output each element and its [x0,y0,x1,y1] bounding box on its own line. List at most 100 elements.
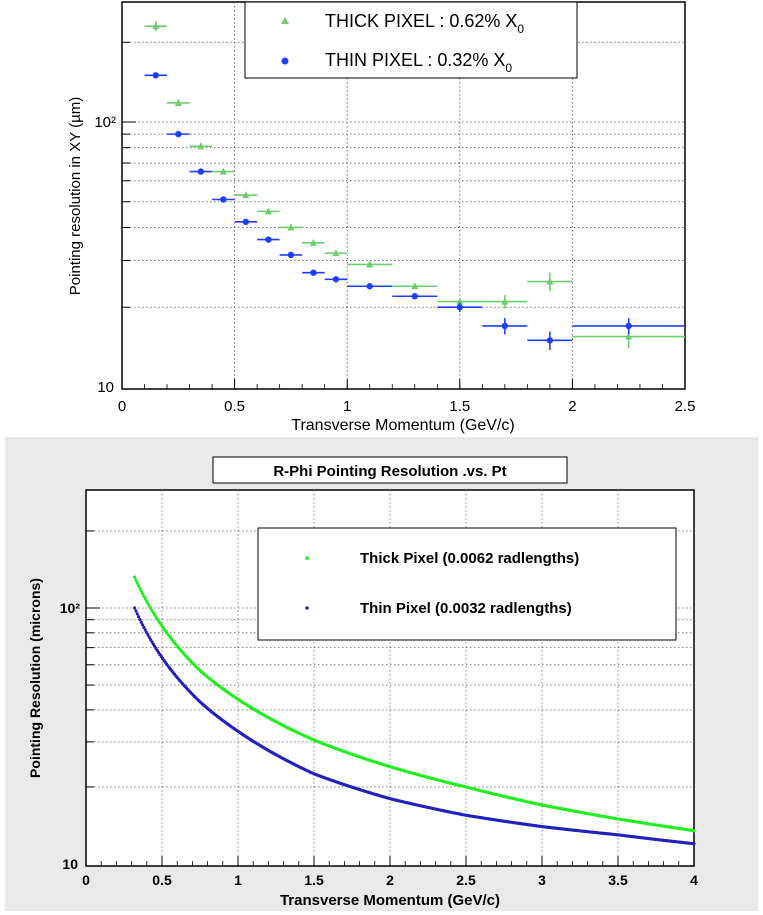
thick-pixel-curve-point [146,602,150,606]
thick-pixel-curve-point [134,578,138,582]
thin-pixel-curve-point [146,633,150,637]
thin-pixel-curve-point [133,606,137,610]
thin-pixel-point [625,322,632,330]
x-tick-label: 3 [538,872,546,888]
thin-pixel-curve-point [142,625,146,630]
x-tick-label: 2 [568,398,576,415]
x-tick-label: 2.5 [456,872,476,888]
thin-pixel-curve-point [139,620,143,624]
chart-top-ticks: 0 0.5 1 1.5 2 2.5 10 10² [94,41,696,415]
thick-pixel-curve-point [138,586,142,591]
legend-thin-dot [305,606,309,610]
thick-pixel-point [332,249,340,257]
thin-pixel-curve-point [138,617,142,622]
thin-pixel-point [152,72,159,79]
thin-pixel-curve-point [135,612,139,616]
legend-thick-text: THICK PIXEL : 0.62% X [325,11,517,31]
thin-pixel-curve-point [143,628,147,632]
thick-pixel-point [546,277,554,285]
chart-bottom-title-box: R-Phi Pointing Resolution .vs. Pt [212,456,568,484]
thick-pixel-point [366,260,374,268]
thick-pixel-curve-point [137,584,141,588]
x-tick-label: 0.5 [224,398,245,415]
chart-bottom-ticks: 0 0.5 1 1.5 2 2.5 3 3.5 4 10 10² [60,530,698,888]
legend-thick-subscript: 0 [517,22,524,36]
thin-pixel-point [242,218,250,226]
thick-pixel-point [456,297,464,305]
thin-pixel-point [546,337,554,344]
thin-pixel-point [265,236,272,243]
chart-top-legend-box [244,1,578,79]
chart-bottom-legend: Thick Pixel (0.0062 radlengths) Thin Pix… [257,527,677,641]
x-tick-label: 1 [343,398,351,415]
x-tick-label: 1 [234,872,242,888]
legend-thin-marker [281,57,289,65]
thin-pixel-point [366,283,373,290]
thin-pixel-point [411,293,418,300]
thin-pixel-curve-point [692,842,696,846]
chart-bottom-points [133,575,696,846]
x-tick-label: 2.5 [675,398,696,415]
x-tick-label: 3.5 [608,872,628,888]
thin-pixel-point [287,251,295,259]
thick-pixel-point [411,282,419,290]
thin-pixel-point [332,276,340,283]
thin-pixel-point [197,168,205,175]
chart-bottom-legend-box [257,527,677,641]
thin-pixel-curve-point [137,615,141,619]
chart-top-x-label: Transverse Momentum (GeV/c) [291,417,514,434]
chart-bottom: 0 0.5 1 1.5 2 2.5 3 3.5 4 10 10² R-Phi Pointing Re… [5,437,758,911]
thick-pixel-point [309,238,317,246]
chart-bottom-y-label: Pointing Resolution (microns) [27,578,43,778]
x-tick-label: 1.5 [449,398,470,415]
x-tick-label: 4 [690,872,698,888]
thin-pixel-curve-point [147,635,151,639]
thick-pixel-point [197,142,205,150]
legend-thick-pixel: Thick Pixel (0.0062 radlengths) [360,550,579,567]
thick-pixel-curve-point [143,597,147,601]
thick-pixel-point [501,297,509,305]
thick-pixel-curve-point [692,829,696,833]
thick-pixel-curve-point [141,592,145,596]
thick-pixel-point [264,207,272,215]
x-tick-label: 0 [82,872,90,888]
y-tick-label: 10² [94,114,116,131]
thick-pixel-point [219,167,227,175]
chart-bottom-title: R-Phi Pointing Resolution .vs. Pt [273,463,506,480]
thin-pixel-curve-point [145,630,149,635]
chart-bottom-title-frame [212,456,568,484]
legend-thick-marker [281,17,289,24]
chart-top-y-label: Pointing resolution in XY (µm) [67,97,84,295]
x-tick-label: 1.5 [304,872,324,888]
legend-thin-label: THIN PIXEL : 0.32% X0 [325,50,512,75]
x-tick-label: 0.5 [152,872,172,888]
thin-pixel-point [220,196,227,203]
thick-pixel-point [625,332,633,340]
thick-pixel-point [242,191,250,199]
y-tick-label: 10 [62,856,78,872]
y-tick-label: 10² [60,600,81,616]
thick-pixel-point [152,22,160,30]
thick-pixel-point [287,223,295,231]
thick-pixel-curve-point [142,594,146,598]
legend-thin-subscript: 0 [505,61,512,75]
thin-pixel-point [456,304,463,311]
thin-pixel-curve-point [141,623,145,627]
thick-pixel-curve-point [139,589,143,593]
thick-pixel-point [174,98,182,106]
thin-pixel-point [175,130,182,138]
x-tick-label: 2 [386,872,394,888]
legend-thin-text: THIN PIXEL : 0.32% X [325,50,505,70]
chart-top-legend: THICK PIXEL : 0.62% X0 THIN PIXEL : 0.32… [244,1,578,79]
thin-pixel-point [501,322,509,330]
thick-pixel-curve-point [145,599,149,603]
legend-thick-dot [305,556,309,560]
thin-pixel-curve-point [134,609,138,613]
thin-pixel-point [310,269,317,276]
chart-bottom-x-label: Transverse Momentum (GeV/c) [280,892,500,909]
x-tick-label: 0 [118,398,126,415]
y-tick-label: 10 [97,379,114,396]
